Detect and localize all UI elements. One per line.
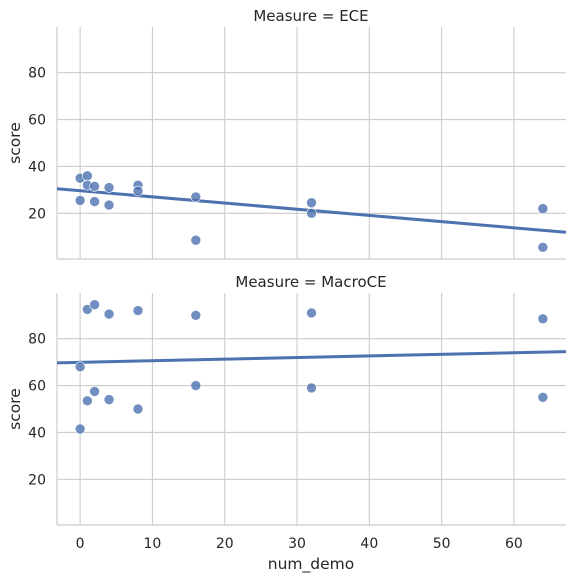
data-point — [190, 380, 202, 391]
regression-macroce — [56, 350, 566, 365]
data-point — [103, 394, 115, 405]
x-tick-label: 60 — [505, 536, 523, 552]
points-macroce — [74, 299, 549, 435]
facet-title-macroce: Measure = MacroCE — [235, 273, 386, 291]
data-point — [89, 196, 100, 207]
points-ece — [74, 170, 549, 253]
data-point — [537, 203, 549, 214]
x-tick-label: 0 — [76, 536, 85, 552]
data-point — [82, 170, 93, 182]
y-tick-label: 60 — [28, 113, 46, 129]
y-tick-label: 80 — [28, 332, 46, 348]
data-point — [103, 199, 115, 211]
x-tick-label: 40 — [360, 536, 378, 552]
data-point — [74, 423, 86, 435]
data-point — [306, 307, 317, 319]
y-ticks-macroce: 20 40 60 80 — [28, 332, 46, 489]
y-tick-label: 20 — [28, 472, 46, 488]
data-point — [82, 395, 93, 407]
data-point — [103, 182, 115, 193]
y-tick-label: 40 — [28, 425, 46, 441]
data-point — [190, 234, 202, 246]
regression-line — [56, 350, 566, 365]
data-point — [103, 308, 115, 320]
x-tick-label: 10 — [144, 536, 162, 552]
data-point — [537, 241, 549, 253]
data-point — [306, 208, 317, 219]
data-point — [89, 299, 100, 311]
data-point — [132, 185, 144, 197]
y-tick-label: 60 — [28, 379, 46, 395]
grid-ece — [57, 27, 566, 259]
data-point — [74, 195, 86, 206]
y-tick-label: 40 — [28, 159, 46, 175]
y-tick-label: 80 — [28, 66, 46, 82]
x-tick-label: 50 — [433, 536, 451, 552]
y-axis-title-ece: score — [6, 122, 24, 164]
data-point — [74, 361, 86, 373]
x-ticks: 0 10 20 30 40 50 60 — [76, 536, 523, 552]
data-point — [132, 305, 144, 316]
spines-ece — [56, 27, 566, 260]
facet-ece: Measure = ECE 20 40 60 80 score — [6, 7, 566, 260]
data-point — [537, 391, 549, 403]
data-point — [306, 197, 317, 209]
y-ticks-ece: 20 40 60 80 — [28, 66, 46, 223]
y-tick-label: 20 — [28, 206, 46, 222]
data-point — [306, 382, 317, 394]
x-tick-label: 30 — [288, 536, 306, 552]
data-point — [89, 386, 100, 397]
y-axis-title-macroce: score — [6, 388, 24, 430]
x-tick-label: 20 — [216, 536, 234, 552]
data-point — [190, 309, 202, 321]
x-axis-title: num_demo — [268, 555, 354, 574]
spines-macroce — [56, 293, 566, 526]
facet-macroce: Measure = MacroCE 20 40 60 80 score — [6, 273, 566, 526]
data-point — [89, 181, 100, 192]
facet-title-ece: Measure = ECE — [253, 7, 368, 25]
data-point — [537, 313, 549, 325]
data-point — [190, 191, 202, 203]
data-point — [132, 403, 144, 415]
